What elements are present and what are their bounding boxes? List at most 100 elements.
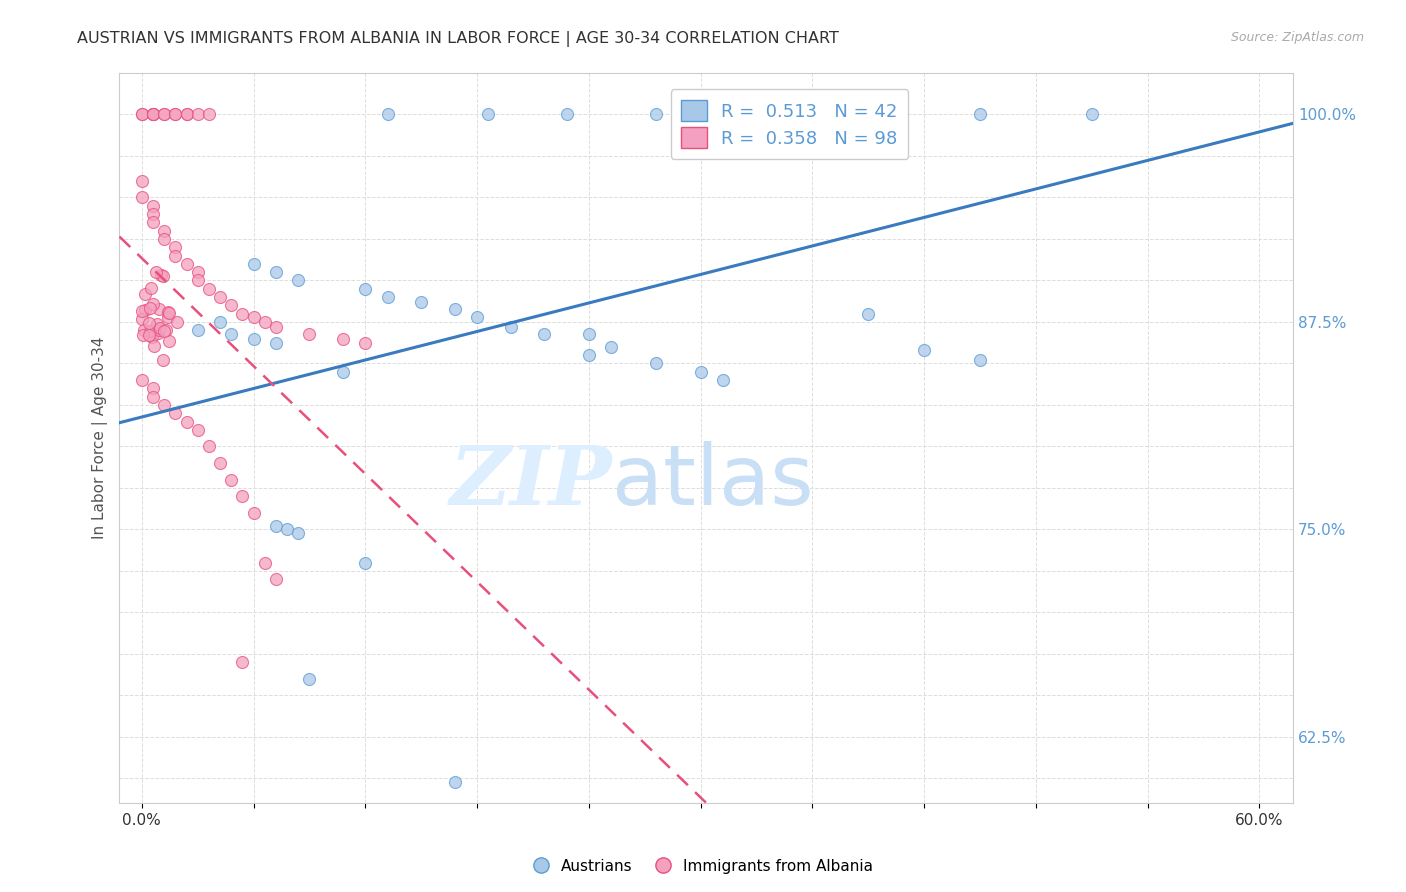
- Point: [578, 326, 600, 341]
- Point: [287, 273, 309, 287]
- Point: [134, 302, 156, 317]
- Point: [131, 190, 153, 204]
- Point: [465, 310, 488, 324]
- Point: [165, 107, 187, 121]
- Point: [298, 326, 321, 341]
- Point: [152, 268, 174, 283]
- Point: [176, 107, 198, 121]
- Point: [138, 327, 160, 342]
- Point: [153, 232, 176, 246]
- Point: [354, 336, 377, 351]
- Point: [142, 207, 165, 221]
- Point: [242, 310, 264, 324]
- Point: [276, 522, 298, 536]
- Point: [555, 107, 578, 121]
- Point: [208, 456, 231, 470]
- Point: [443, 774, 465, 789]
- Point: [142, 107, 165, 121]
- Point: [208, 290, 231, 304]
- Point: [689, 365, 711, 379]
- Point: [253, 556, 276, 570]
- Point: [142, 107, 165, 121]
- Point: [131, 107, 153, 121]
- Point: [149, 320, 172, 334]
- Point: [969, 353, 991, 368]
- Point: [157, 306, 180, 320]
- Point: [219, 473, 242, 487]
- Point: [143, 339, 166, 353]
- Point: [723, 107, 745, 121]
- Point: [187, 323, 209, 337]
- Point: [132, 328, 155, 343]
- Text: AUSTRIAN VS IMMIGRANTS FROM ALBANIA IN LABOR FORCE | AGE 30-34 CORRELATION CHART: AUSTRIAN VS IMMIGRANTS FROM ALBANIA IN L…: [77, 31, 839, 47]
- Point: [298, 672, 321, 686]
- Point: [231, 307, 253, 321]
- Point: [242, 506, 264, 520]
- Point: [264, 336, 287, 351]
- Point: [165, 248, 187, 262]
- Point: [354, 556, 377, 570]
- Point: [499, 319, 522, 334]
- Point: [142, 381, 165, 395]
- Point: [219, 298, 242, 312]
- Point: [138, 317, 160, 331]
- Point: [377, 290, 399, 304]
- Text: atlas: atlas: [613, 442, 814, 523]
- Text: Source: ZipAtlas.com: Source: ZipAtlas.com: [1230, 31, 1364, 45]
- Point: [148, 323, 170, 337]
- Point: [176, 257, 198, 271]
- Point: [208, 315, 231, 329]
- Point: [198, 107, 221, 121]
- Point: [131, 373, 153, 387]
- Point: [858, 107, 880, 121]
- Legend: Austrians, Immigrants from Albania: Austrians, Immigrants from Albania: [527, 853, 879, 880]
- Point: [187, 265, 209, 279]
- Point: [131, 303, 153, 318]
- Point: [533, 326, 555, 341]
- Point: [187, 273, 209, 287]
- Point: [231, 655, 253, 669]
- Point: [858, 307, 880, 321]
- Legend: R =  0.513   N = 42, R =  0.358   N = 98: R = 0.513 N = 42, R = 0.358 N = 98: [671, 89, 908, 159]
- Point: [264, 572, 287, 586]
- Point: [176, 415, 198, 429]
- Point: [142, 390, 165, 404]
- Point: [187, 107, 209, 121]
- Point: [145, 265, 167, 279]
- Point: [142, 297, 165, 311]
- Point: [176, 107, 198, 121]
- Point: [264, 319, 287, 334]
- Point: [134, 323, 156, 337]
- Point: [264, 519, 287, 533]
- Point: [141, 281, 163, 295]
- Point: [153, 398, 176, 412]
- Point: [139, 301, 162, 315]
- Point: [148, 302, 170, 317]
- Point: [166, 315, 188, 329]
- Point: [165, 406, 187, 420]
- Point: [142, 199, 165, 213]
- Point: [198, 439, 221, 453]
- Point: [242, 332, 264, 346]
- Point: [645, 356, 668, 370]
- Point: [152, 325, 174, 339]
- Point: [153, 224, 176, 238]
- Point: [145, 317, 167, 331]
- Point: [198, 282, 221, 296]
- Point: [711, 373, 734, 387]
- Point: [231, 489, 253, 503]
- Point: [287, 525, 309, 540]
- Point: [139, 324, 162, 338]
- Point: [411, 295, 433, 310]
- Point: [779, 107, 801, 121]
- Point: [242, 257, 264, 271]
- Point: [1081, 107, 1104, 121]
- Point: [150, 268, 173, 282]
- Point: [153, 107, 176, 121]
- Point: [332, 365, 354, 379]
- Point: [142, 107, 165, 121]
- Point: [142, 215, 165, 229]
- Point: [912, 343, 935, 358]
- Point: [165, 240, 187, 254]
- Point: [354, 282, 377, 296]
